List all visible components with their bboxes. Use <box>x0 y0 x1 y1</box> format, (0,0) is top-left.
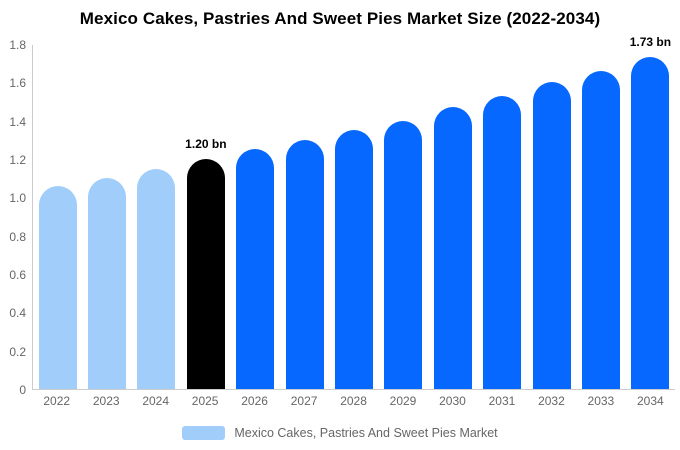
bar-slot-2023 <box>82 45 131 389</box>
bar-slot-2029 <box>379 45 428 389</box>
bar-slot-2032 <box>527 45 576 389</box>
bar-2032[interactable] <box>532 82 571 389</box>
x-axis-label-2032: 2032 <box>538 394 565 408</box>
y-axis-tick-label: 1.4 <box>9 114 26 129</box>
bar-value-label-2025: 1.20 bn <box>185 137 227 151</box>
x-axis-label-2027: 2027 <box>290 394 318 408</box>
x-axis-label-2034: 2034 <box>637 394 664 408</box>
chart-title: Mexico Cakes, Pastries And Sweet Pies Ma… <box>79 9 601 28</box>
legend-label: Mexico Cakes, Pastries And Sweet Pies Ma… <box>234 426 498 440</box>
bar-slot-2026 <box>231 45 280 389</box>
bar-2028[interactable] <box>335 130 374 389</box>
bar-value-label-2034: 1.73 bn <box>629 35 672 49</box>
legend-item[interactable]: Mexico Cakes, Pastries And Sweet Pies Ma… <box>0 426 680 440</box>
bar-2030[interactable] <box>433 107 472 389</box>
y-axis-tick-label: 0.6 <box>9 268 26 282</box>
bar-slot-2030 <box>428 45 477 389</box>
bar-slot-2033 <box>576 45 625 389</box>
bar-2027[interactable] <box>285 140 324 389</box>
y-axis-tick-label: 1.8 <box>9 38 26 52</box>
x-axis-label-2025: 2025 <box>191 394 219 408</box>
bar-2033[interactable] <box>581 71 620 389</box>
y-axis-tick-label: 1.2 <box>9 153 26 167</box>
y-axis-tick-label: 1.6 <box>9 76 26 91</box>
x-axis-label-2033: 2033 <box>587 394 615 408</box>
y-axis-tick-label: 0.2 <box>9 344 26 359</box>
bar-slot-2034: 1.73 bn <box>626 35 675 389</box>
bar-slot-2025: 1.20 bn <box>181 45 230 389</box>
bar-2022[interactable] <box>38 186 77 389</box>
x-axis-label-2031: 2031 <box>488 394 516 408</box>
legend-swatch <box>182 426 226 440</box>
y-axis-tick-label: 0 <box>19 383 26 397</box>
x-axis-label-2024: 2024 <box>142 394 170 408</box>
x-axis-label-2023: 2023 <box>92 394 120 408</box>
bar-slot-2031 <box>478 45 527 389</box>
y-axis-tick-label: 1.0 <box>9 191 26 206</box>
x-axis-label-2029: 2029 <box>389 394 417 408</box>
bar-2029[interactable] <box>384 121 423 389</box>
x-axis-label-2030: 2030 <box>439 394 466 408</box>
y-axis-tick-label: 0.8 <box>9 229 26 244</box>
y-axis: 1.8 1.6 1.4 1.2 1.0 0.8 0.6 0.4 0.2 0 <box>0 0 26 450</box>
bar-2024[interactable] <box>137 169 176 389</box>
bar-slot-2024 <box>132 45 181 389</box>
bar-slot-2022 <box>33 45 82 389</box>
bar-slot-2027 <box>280 45 329 389</box>
x-axis-label-2028: 2028 <box>340 394 367 408</box>
bar-2023[interactable] <box>88 178 127 389</box>
bar-2025[interactable] <box>186 159 225 389</box>
x-axis-label-2022: 2022 <box>43 394 71 408</box>
y-axis-tick-label: 0.4 <box>9 306 26 321</box>
bar-2031[interactable] <box>483 96 522 389</box>
bar-2034[interactable] <box>631 57 670 389</box>
x-axis-label-2026: 2026 <box>241 394 268 408</box>
x-axis: 2022 2023 2024 2025 2026 2027 2028 2029 2030 2031… <box>32 394 675 408</box>
plot-area: 1.20 bn 1.73 bn <box>32 35 675 390</box>
bar-2026[interactable] <box>236 149 275 389</box>
bar-slot-2028 <box>329 45 378 389</box>
